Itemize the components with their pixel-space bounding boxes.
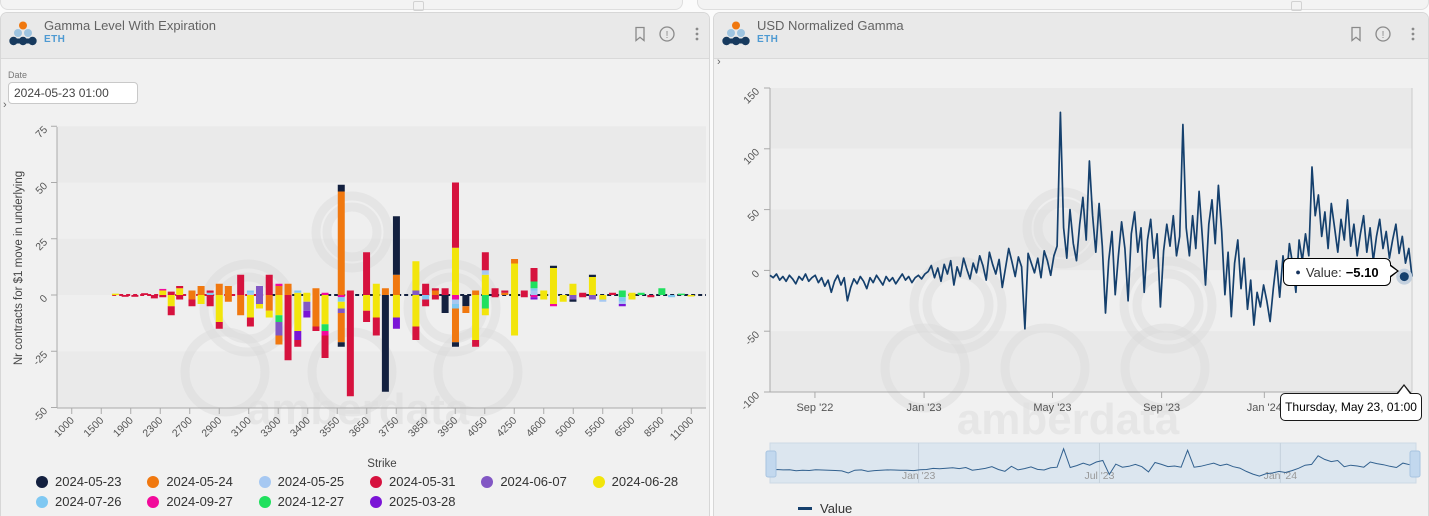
legend-item[interactable]: 2024-06-07 bbox=[481, 474, 592, 489]
svg-text:amberdata: amberdata bbox=[247, 385, 470, 434]
collapse-chevron-icon[interactable]: › bbox=[3, 99, 7, 111]
kebab-menu-icon[interactable] bbox=[687, 24, 707, 44]
legend-swatch bbox=[481, 475, 494, 488]
expiration-legend: 2024-05-23 2024-05-24 2024-05-25 2024-05-31… bbox=[36, 474, 704, 509]
svg-text:Jul '23: Jul '23 bbox=[1084, 470, 1114, 482]
bookmark-icon[interactable] bbox=[1346, 24, 1366, 44]
svg-text:Jan '24: Jan '24 bbox=[1247, 402, 1282, 414]
svg-text:Nr contracts for $1 move in un: Nr contracts for $1 move in underlying bbox=[13, 171, 25, 365]
legend-swatch bbox=[36, 495, 48, 508]
date-field-group: Date bbox=[8, 70, 138, 104]
collapse-chevron-icon[interactable]: › bbox=[717, 56, 721, 68]
svg-text:-50: -50 bbox=[743, 329, 762, 348]
svg-text:!: ! bbox=[666, 30, 669, 41]
kebab-menu-icon[interactable] bbox=[1403, 24, 1423, 44]
svg-text:Sep '23: Sep '23 bbox=[1143, 402, 1180, 414]
svg-text:amberdata: amberdata bbox=[957, 395, 1180, 444]
legend-swatch bbox=[592, 475, 605, 488]
legend-item[interactable]: 2024-06-28 bbox=[592, 474, 704, 489]
date-tooltip: Thursday, May 23, 01:00 bbox=[1280, 393, 1422, 421]
legend-label: 2024-06-07 bbox=[500, 474, 567, 489]
legend-label: 2024-05-25 bbox=[277, 474, 345, 489]
legend-label: 2024-09-27 bbox=[166, 494, 233, 509]
navigator-handle-left[interactable] bbox=[765, 450, 777, 478]
legend-label: 2024-07-26 bbox=[55, 494, 122, 509]
svg-text:150: 150 bbox=[741, 86, 762, 107]
svg-text:Jan '23: Jan '23 bbox=[902, 470, 936, 482]
date-tooltip-notch bbox=[1396, 384, 1412, 394]
legend-item[interactable]: 2024-12-27 bbox=[258, 494, 370, 509]
legend-item[interactable]: 2024-05-24 bbox=[147, 474, 258, 489]
legend-item[interactable]: 2024-07-26 bbox=[36, 494, 147, 509]
svg-text:0: 0 bbox=[750, 268, 763, 281]
legend-label: 2024-05-31 bbox=[389, 474, 456, 489]
value-tooltip-value: −5.10 bbox=[1345, 264, 1379, 280]
legend-swatch bbox=[147, 475, 160, 488]
panel-asset-label: ETH bbox=[757, 34, 779, 45]
gamma-panel-header bbox=[1, 13, 709, 59]
legend-swatch bbox=[147, 495, 160, 508]
bookmark-icon[interactable] bbox=[630, 24, 650, 44]
legend-swatch bbox=[370, 475, 382, 488]
svg-text:-100: -100 bbox=[739, 390, 762, 413]
legend-item[interactable]: 2025-03-28 bbox=[370, 494, 481, 509]
legend-label: 2024-12-27 bbox=[277, 494, 345, 509]
navigator-handle-right[interactable] bbox=[1409, 450, 1421, 478]
svg-text:Sep '22: Sep '22 bbox=[796, 402, 833, 414]
legend-item[interactable]: 2024-05-25 bbox=[258, 474, 370, 489]
bookmark-icon bbox=[413, 1, 424, 11]
date-field-label: Date bbox=[8, 70, 28, 80]
legend-item[interactable]: 2024-09-27 bbox=[147, 494, 258, 509]
legend-swatch bbox=[258, 495, 271, 508]
date-input[interactable] bbox=[8, 82, 138, 104]
svg-text:Strike: Strike bbox=[367, 458, 396, 470]
info-icon[interactable]: ! bbox=[657, 24, 677, 44]
series-bullet-icon: ● bbox=[1295, 267, 1301, 277]
legend-item[interactable]: 2024-05-23 bbox=[36, 474, 147, 489]
svg-text:May '23: May '23 bbox=[1033, 402, 1071, 414]
value-tooltip-label: Value: bbox=[1305, 264, 1342, 280]
value-tooltip-arrow bbox=[1390, 264, 1399, 278]
value-legend-label: Value bbox=[820, 501, 853, 516]
amberdata-logo bbox=[722, 21, 750, 46]
svg-text:100: 100 bbox=[741, 146, 762, 167]
legend-label: 2024-06-28 bbox=[611, 474, 679, 489]
legend-label: 2024-05-23 bbox=[55, 474, 122, 489]
panel-asset-label: ETH bbox=[44, 34, 66, 45]
usd-gamma-panel-header bbox=[714, 13, 1428, 59]
amberdata-logo bbox=[9, 21, 37, 46]
value-tooltip: ● Value: −5.10 bbox=[1283, 258, 1391, 286]
svg-text:50: 50 bbox=[745, 207, 762, 224]
svg-text:Jan '23: Jan '23 bbox=[907, 402, 942, 414]
panel-title: USD Normalized Gamma bbox=[757, 18, 904, 33]
legend-swatch bbox=[370, 495, 382, 508]
series-line-swatch bbox=[798, 507, 812, 510]
legend-label: 2025-03-28 bbox=[389, 494, 456, 509]
legend-swatch bbox=[36, 475, 48, 488]
legend-item[interactable]: 2024-05-31 bbox=[370, 474, 481, 489]
value-series-legend[interactable]: Value bbox=[798, 501, 852, 516]
svg-text:!: ! bbox=[1382, 30, 1385, 41]
legend-swatch bbox=[258, 475, 271, 488]
legend-label: 2024-05-24 bbox=[166, 474, 233, 489]
panel-title: Gamma Level With Expiration bbox=[44, 18, 216, 33]
bookmark-icon bbox=[1291, 1, 1302, 11]
info-icon[interactable]: ! bbox=[1373, 24, 1393, 44]
